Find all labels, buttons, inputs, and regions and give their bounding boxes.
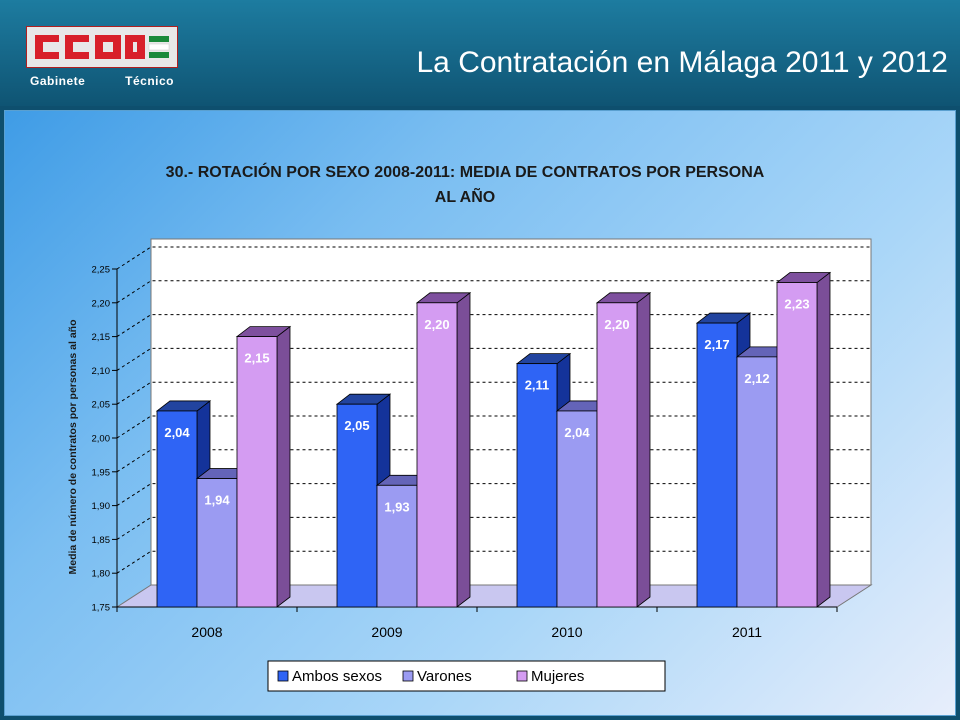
- bar-data-label: 2,20: [604, 317, 629, 332]
- chart-gridlines: [116, 246, 871, 574]
- legend-label: Ambos sexos: [292, 668, 382, 685]
- y-tick-label: 1,95: [92, 467, 111, 478]
- y-tick-label: 2,15: [92, 332, 111, 343]
- bar-front: [416, 302, 458, 608]
- bar-data-label: 2,05: [344, 418, 369, 433]
- bar-mujeres-2008: [235, 325, 292, 608]
- bar-data-label: 1,94: [204, 493, 230, 508]
- ccoo-logo-icon: [35, 35, 170, 59]
- gridline: [116, 550, 871, 574]
- x-tick-label: 2010: [551, 624, 582, 640]
- bar-mujeres-2010: [595, 291, 652, 608]
- legend-label: Varones: [417, 668, 472, 685]
- bar-front: [696, 322, 738, 608]
- page-title: La Contratación en Málaga 2011 y 2012: [416, 46, 949, 79]
- bar-side: [456, 291, 471, 608]
- y-tick-label: 2,00: [92, 434, 111, 445]
- chart-title-line-1: 30.- ROTACIÓN POR SEXO 2008-2011: MEDIA …: [166, 162, 765, 181]
- x-tick-label: 2009: [371, 624, 402, 640]
- gridline: [116, 415, 871, 439]
- bar-data-label: 2,04: [564, 425, 590, 440]
- bar-side: [816, 271, 831, 608]
- y-axis-label: Media de número de contratos por persona…: [67, 320, 79, 575]
- bar-data-label: 2,20: [424, 317, 449, 332]
- bar-front: [516, 363, 558, 608]
- x-tick-label: 2011: [732, 624, 762, 640]
- bar-data-label: 2,11: [525, 378, 550, 393]
- y-tick-label: 2,05: [92, 400, 111, 411]
- header-bar: Gabinete Técnico La Contratación en Mála…: [0, 0, 960, 106]
- y-tick-label: 1,80: [92, 569, 111, 580]
- bar-front: [556, 410, 598, 608]
- y-tick-label: 1,90: [92, 501, 111, 512]
- legend-swatch: [516, 670, 528, 682]
- bar-mujeres-2011: [775, 271, 832, 608]
- gridline: [116, 516, 871, 540]
- bar-data-label: 1,93: [384, 499, 409, 514]
- legend-item-ambos-sexos: Ambos sexos: [277, 668, 382, 685]
- gridline: [116, 347, 871, 371]
- gridline: [116, 381, 871, 405]
- gridline: [116, 449, 871, 473]
- gridline: [116, 280, 871, 304]
- dept-word-1: Gabinete: [30, 74, 86, 88]
- bar-front: [376, 484, 418, 608]
- bar-front: [196, 478, 238, 608]
- bar-front: [336, 403, 378, 608]
- slide-panel: 30.- ROTACIÓN POR SEXO 2008-2011: MEDIA …: [4, 110, 956, 716]
- bar-front: [776, 282, 818, 608]
- bar-data-label: 2,04: [164, 425, 190, 440]
- y-tick-label: 2,20: [92, 298, 111, 309]
- bar-data-label: 2,15: [244, 351, 269, 366]
- bar-data-label: 2,23: [784, 297, 809, 312]
- legend-label: Mujeres: [531, 668, 584, 685]
- bar-front: [596, 302, 638, 608]
- legend-box: [267, 660, 666, 692]
- dept-word-2: Técnico: [125, 74, 174, 88]
- ccoo-logo: [26, 26, 178, 68]
- chart-data-labels: 2,04 1,94 2,15 2,05 1,93 2,20 2,11 2,04 2,20 2,17…: [164, 297, 809, 515]
- y-tick-label: 2,25: [92, 265, 111, 276]
- y-tick-label: 2,10: [92, 366, 111, 377]
- bar-front: [736, 356, 778, 608]
- gridline: [116, 483, 871, 507]
- bar-front: [236, 336, 278, 608]
- legend-swatch: [402, 670, 414, 682]
- bar-mujeres-2009: [415, 291, 472, 608]
- gridline: [116, 314, 871, 338]
- y-tick-label: 1,85: [92, 535, 111, 546]
- bar-data-label: 2,17: [704, 337, 729, 352]
- legend-swatch: [277, 670, 289, 682]
- chart-bars: [155, 271, 832, 608]
- x-tick-label: 2008: [191, 624, 222, 640]
- department-label: Gabinete Técnico: [24, 74, 180, 90]
- bar-front: [156, 410, 198, 608]
- bar-side: [276, 325, 291, 608]
- chart-title-line-2: AL AÑO: [435, 186, 495, 206]
- bar-data-label: 2,12: [744, 371, 769, 386]
- legend-item-varones: Varones: [402, 668, 472, 685]
- legend: Ambos sexos Varones Mujeres: [267, 660, 666, 692]
- bar-side: [636, 291, 651, 608]
- legend-item-mujeres: Mujeres: [516, 668, 584, 685]
- gridline: [116, 246, 871, 270]
- y-tick-label: 1,75: [92, 603, 111, 614]
- rotation-bar-chart: 30.- ROTACIÓN POR SEXO 2008-2011: MEDIA …: [67, 162, 873, 692]
